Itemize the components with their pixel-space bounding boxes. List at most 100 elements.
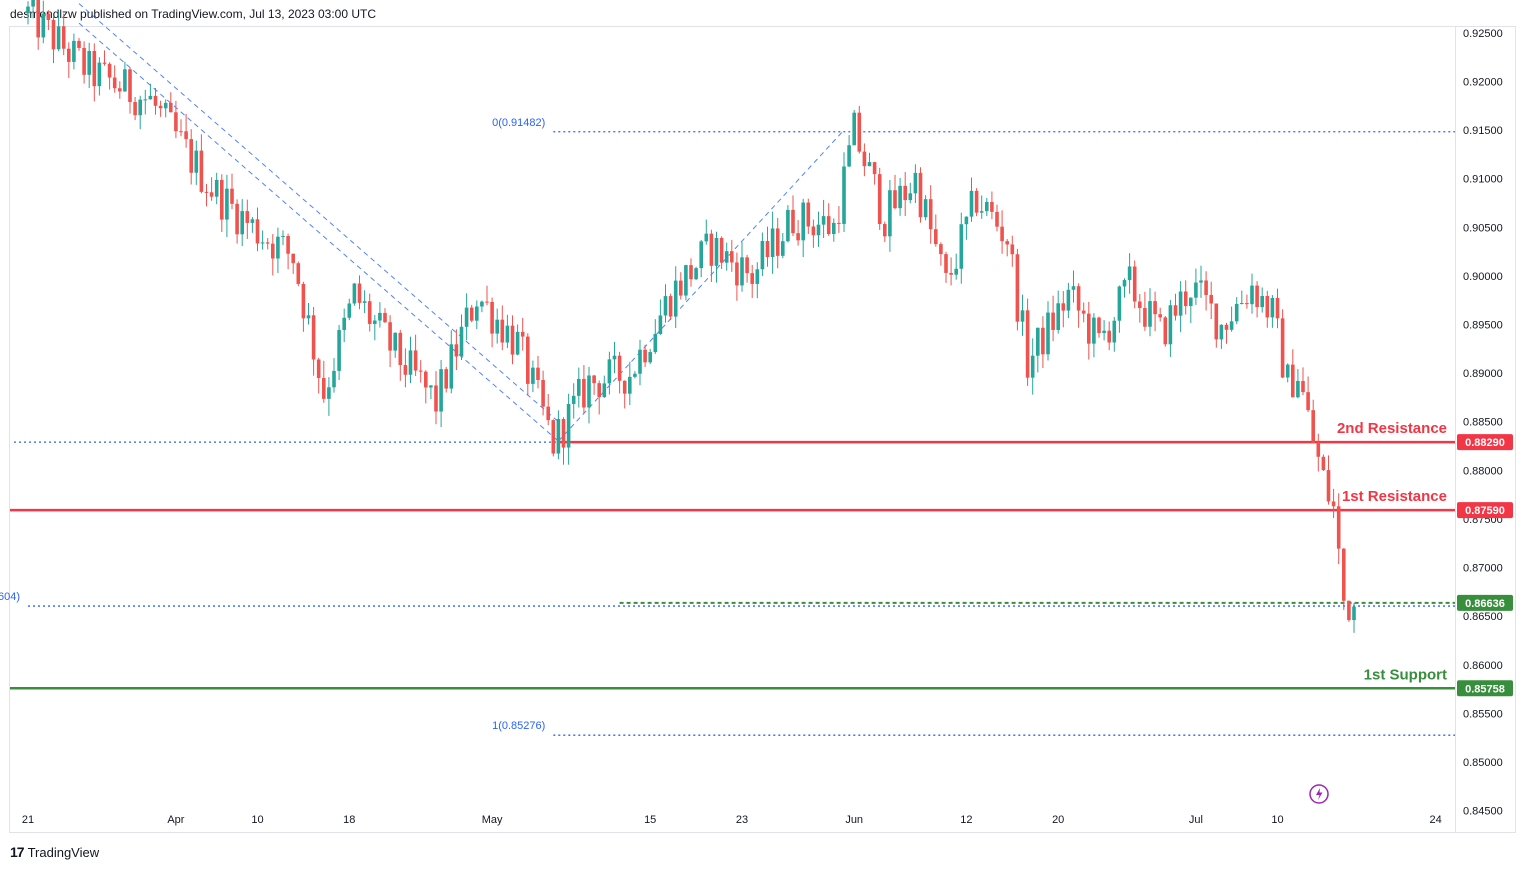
price-badges: 0.88290 0.87590 0.85758 0.86636 — [1457, 434, 1513, 697]
candle-body — [1036, 327, 1040, 356]
candle-body — [949, 272, 953, 275]
candle-body — [617, 355, 622, 381]
candle-body — [286, 236, 290, 254]
candle-body — [459, 326, 464, 357]
candle-body — [775, 228, 780, 256]
candle-body — [102, 62, 107, 64]
y-tick-label: 0.91500 — [1463, 125, 1503, 137]
candle-body — [791, 209, 795, 234]
candle-body — [1301, 380, 1305, 393]
candle-body — [1275, 297, 1280, 319]
candle-body — [92, 51, 97, 87]
candle-body — [908, 193, 913, 201]
candle-body — [204, 191, 209, 193]
candle-body — [1183, 291, 1188, 307]
candle-body — [832, 222, 836, 235]
candle-body — [1234, 303, 1239, 322]
x-tick-label: 23 — [736, 814, 748, 826]
candle-body — [673, 280, 678, 317]
candle-body — [954, 268, 958, 275]
trend-channel — [78, 3, 845, 442]
candle-body — [352, 283, 357, 304]
level-label: 2nd Resistance — [1337, 420, 1447, 437]
candle-body — [985, 201, 989, 212]
footer-brand[interactable]: TradingView — [27, 844, 100, 860]
candle-body — [714, 237, 719, 266]
candle-body — [342, 317, 346, 330]
candle-body — [1285, 364, 1290, 378]
x-tick-label: Apr — [167, 814, 184, 826]
candle-body — [571, 395, 576, 404]
replay-icon[interactable] — [1309, 784, 1329, 804]
candle-body — [1138, 301, 1142, 309]
candle-body — [480, 301, 484, 307]
x-tick-label: 21 — [22, 814, 34, 826]
candle-body — [1081, 310, 1086, 314]
y-tick-label: 0.88000 — [1463, 465, 1503, 477]
candle-body — [199, 150, 204, 192]
candle-body — [107, 63, 112, 78]
fib-label: 1(0.85276) — [492, 720, 545, 732]
level-label: 1st Support — [1364, 666, 1447, 683]
candle-body — [1178, 291, 1183, 316]
candle-body — [112, 77, 117, 89]
candle-body — [566, 403, 571, 448]
candle-body — [429, 385, 433, 388]
candle-body — [888, 190, 892, 237]
candle-body — [704, 233, 709, 242]
candle-body — [719, 237, 724, 263]
candle-body — [41, 13, 46, 38]
candle-body — [1321, 456, 1326, 471]
candle-body — [709, 233, 714, 266]
candle-body — [1092, 317, 1096, 344]
candle-body — [87, 51, 91, 75]
price-badge — [1457, 434, 1513, 451]
candle-body — [1153, 301, 1157, 315]
y-tick-label: 0.86500 — [1463, 611, 1503, 623]
candle-body — [296, 263, 301, 284]
candle-body — [867, 162, 872, 167]
candle-body — [179, 131, 183, 133]
candle-body — [388, 322, 392, 351]
candle-body — [622, 380, 627, 394]
candle-body — [311, 315, 316, 360]
candle-body — [301, 283, 306, 319]
candle-body — [801, 202, 805, 241]
candle-body — [837, 222, 841, 224]
candle-body — [638, 349, 642, 374]
candle-body — [816, 224, 821, 236]
candle-body — [842, 166, 846, 224]
candle-body — [1347, 600, 1351, 621]
candle-body — [434, 385, 438, 412]
tradingview-logo-icon: 17 — [10, 844, 25, 860]
candle-body — [551, 420, 556, 454]
candle-body — [893, 190, 897, 209]
candle-body — [668, 296, 673, 317]
candle-body — [56, 26, 61, 50]
candle-body — [964, 216, 969, 225]
y-tick-label: 0.87000 — [1463, 563, 1503, 575]
candle-body — [755, 269, 760, 284]
candle-body — [1097, 317, 1101, 334]
candle-body — [1214, 303, 1219, 340]
candle-body — [520, 331, 525, 337]
candle-body — [689, 265, 693, 280]
candle-body — [1163, 317, 1168, 345]
candle-body — [923, 199, 928, 218]
candle-body — [1041, 327, 1045, 355]
candle-body — [1260, 296, 1264, 308]
candle-body — [969, 190, 974, 217]
candle-body — [1306, 392, 1310, 411]
candle-body — [1245, 303, 1249, 305]
candle-body — [271, 243, 275, 259]
candle-body — [607, 359, 612, 384]
candle-body — [1005, 241, 1009, 245]
candle-body — [250, 219, 255, 223]
candle-body — [143, 99, 148, 101]
candle-body — [592, 375, 596, 384]
candle-body — [750, 273, 754, 284]
candle-body — [694, 268, 698, 280]
candle-body — [362, 301, 367, 303]
candle-body — [265, 242, 270, 244]
